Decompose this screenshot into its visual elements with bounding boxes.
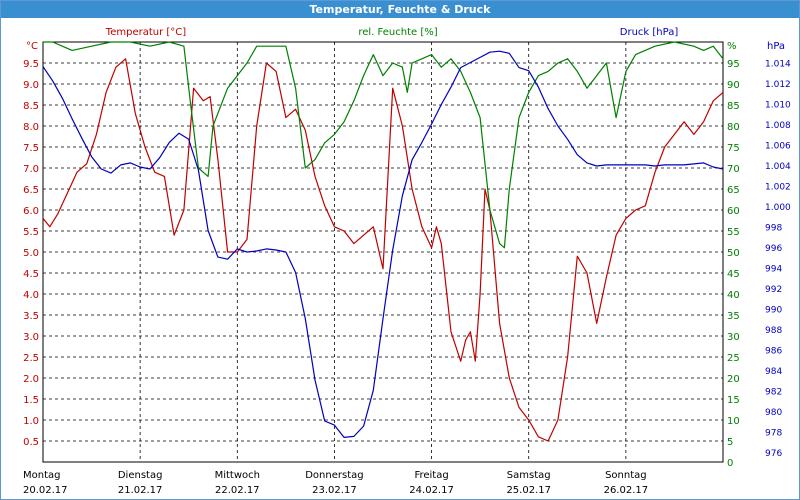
pressure-tick-label: 998: [765, 223, 782, 233]
x-tick-date: 24.02.17: [409, 485, 454, 496]
temperature-tick-label: 8.0: [23, 122, 39, 133]
humidity-series-line: [43, 41, 724, 249]
series-lines: [42, 41, 724, 442]
humidity-tick-label: 50: [727, 248, 740, 259]
pressure-tick-label: 988: [765, 326, 782, 336]
temperature-tick-label: 9.5: [23, 59, 39, 70]
temperature-tick-label: 6.5: [23, 185, 39, 196]
pressure-tick-label: 996: [765, 244, 782, 254]
temperature-tick-label: 2.5: [23, 353, 39, 364]
humidity-tick-label: 75: [727, 143, 740, 154]
x-tick-date: 25.02.17: [506, 485, 551, 496]
temperature-tick-label: 3.0: [23, 332, 39, 343]
temperature-axis-label: Temperatur [°C]: [105, 27, 186, 38]
pressure-tick-label: 1.002: [765, 182, 791, 192]
temperature-tick-label: 7.0: [23, 164, 39, 175]
pressure-tick-label: 1.000: [765, 203, 791, 213]
temperature-unit-label: °C: [26, 41, 38, 52]
pressure-tick-label: 982: [765, 387, 782, 397]
pressure-axis-label: Druck [hPa]: [620, 27, 679, 38]
humidity-tick-label: 55: [727, 227, 740, 238]
humidity-tick-label: 95: [727, 59, 740, 70]
x-tick-date: 26.02.17: [604, 485, 649, 496]
pressure-tick-label: 1.006: [765, 141, 791, 151]
pressure-tick-label: 986: [765, 346, 782, 356]
humidity-tick-label: 15: [727, 395, 740, 406]
humidity-tick-label: 60: [727, 206, 740, 217]
pressure-tick-label: 1.008: [765, 121, 791, 131]
humidity-unit-label: %: [727, 41, 737, 52]
temperature-tick-label: 4.5: [23, 269, 39, 280]
temperature-tick-label: 6.0: [23, 206, 39, 217]
x-tick-weekday: Samstag: [507, 470, 551, 481]
pressure-tick-label: 984: [765, 367, 782, 377]
x-tick-date: 23.02.17: [312, 485, 357, 496]
temperature-tick-label: 8.5: [23, 101, 39, 112]
pressure-tick-label: 980: [765, 408, 782, 418]
pressure-tick-label: 1.012: [765, 80, 791, 90]
x-tick-weekday: Donnerstag: [305, 470, 363, 481]
humidity-tick-label: 20: [727, 374, 740, 385]
temperature-tick-label: 9.0: [23, 80, 39, 91]
chart-title: Temperatur, Feuchte & Druck: [1, 1, 799, 18]
humidity-tick-label: 45: [727, 269, 740, 280]
humidity-tick-label: 5: [727, 437, 733, 448]
humidity-tick-label: 70: [727, 164, 740, 175]
temperature-tick-label: 1.0: [23, 416, 39, 427]
grid: [43, 42, 723, 462]
temperature-tick-label: 4.0: [23, 290, 39, 301]
pressure-series-line: [42, 50, 724, 438]
pressure-tick-label: 994: [765, 264, 782, 274]
x-tick-date: 21.02.17: [118, 485, 163, 496]
humidity-tick-label: 90: [727, 80, 740, 91]
pressure-tick-label: 976: [765, 449, 782, 459]
temperature-tick-label: 5.0: [23, 248, 39, 259]
temperature-series-line: [42, 58, 724, 442]
humidity-axis-label: rel. Feuchte [%]: [358, 27, 437, 38]
pressure-tick-label: 990: [765, 305, 782, 315]
humidity-tick-label: 85: [727, 101, 740, 112]
x-tick-weekday: Dienstag: [118, 470, 163, 481]
temperature-tick-label: 3.5: [23, 311, 39, 322]
axis-ticks: 0.5 1.0 1.5 2.0 2.5 3.0 3.5 4.0 4.5 5.0 5.5 6.0 6.5 7…: [23, 59, 791, 469]
x-tick-weekday: Montag: [23, 470, 60, 481]
temperature-tick-label: 5.5: [23, 227, 39, 238]
humidity-tick-label: 65: [727, 185, 740, 196]
pressure-tick-label: 1.010: [765, 100, 791, 110]
plot-area-border: [42, 41, 724, 463]
temperature-tick-label: 1.5: [23, 395, 39, 406]
x-axis-labels: Montag 20.02.17 Dienstag 21.02.17 Mittwoch 22…: [23, 470, 648, 496]
temperature-tick-label: 0.5: [23, 437, 39, 448]
humidity-tick-label: 25: [727, 353, 740, 364]
humidity-tick-label: 0: [727, 458, 733, 469]
pressure-tick-label: 992: [765, 285, 782, 295]
x-tick-weekday: Freitag: [414, 470, 448, 481]
x-tick-date: 22.02.17: [215, 485, 260, 496]
temperature-tick-label: 2.0: [23, 374, 39, 385]
pressure-tick-label: 1.004: [765, 162, 791, 172]
x-tick-weekday: Mittwoch: [215, 470, 260, 481]
x-tick-weekday: Sonntag: [605, 470, 647, 481]
pressure-tick-label: 1.014: [765, 59, 791, 69]
pressure-unit-label: hPa: [767, 41, 785, 52]
temperature-tick-label: 7.5: [23, 143, 39, 154]
humidity-tick-label: 30: [727, 332, 740, 343]
humidity-tick-label: 35: [727, 311, 740, 322]
x-tick-date: 20.02.17: [23, 485, 68, 496]
humidity-tick-label: 40: [727, 290, 740, 301]
pressure-tick-label: 978: [765, 428, 782, 438]
humidity-tick-label: 80: [727, 122, 740, 133]
humidity-tick-label: 10: [727, 416, 740, 427]
